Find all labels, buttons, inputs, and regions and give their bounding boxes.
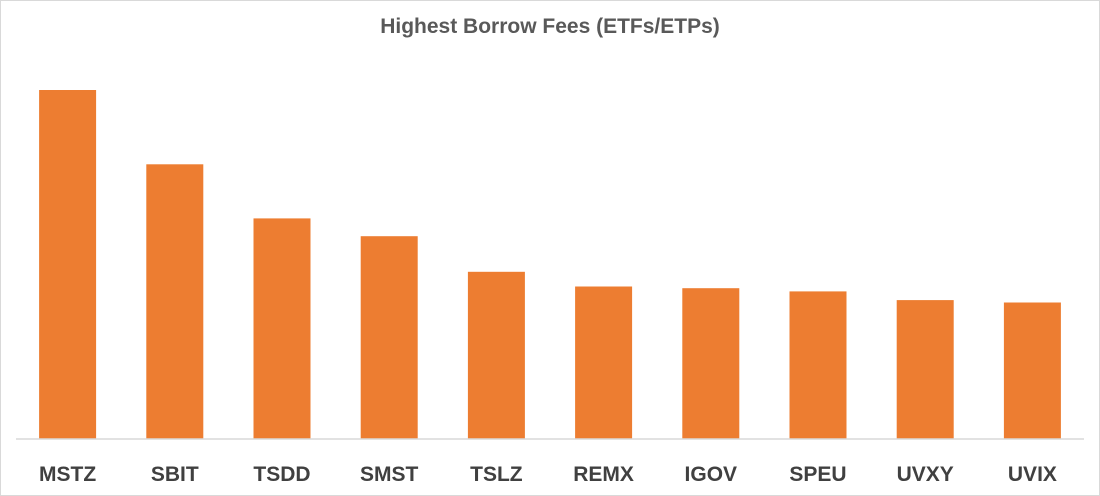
bar-uvix	[1003, 302, 1061, 439]
tick-label-uvix: UVIX	[1008, 463, 1057, 486]
bars-group	[39, 90, 1061, 440]
tick-label-tsdd: TSDD	[253, 463, 310, 486]
tick-label-sbit: SBIT	[151, 463, 199, 486]
tick-label-smst: SMST	[360, 463, 419, 486]
tick-labels-group: MSTZ SBIT TSDD SMST TSLZ REMX IGOV SPEU UVXY UVIX	[39, 463, 1057, 486]
bar-sbit	[146, 164, 204, 440]
tick-label-igov: IGOV	[685, 463, 738, 486]
tick-label-tslz: TSLZ	[470, 463, 523, 486]
tick-label-uvxy: UVXY	[897, 463, 954, 486]
bar-igov	[682, 288, 740, 439]
bar-mstz	[39, 90, 97, 439]
tick-label-mstz: MSTZ	[39, 463, 96, 486]
bar-tslz	[467, 271, 525, 439]
bar-uvxy	[896, 300, 954, 439]
tick-label-speu: SPEU	[789, 463, 846, 486]
bar-remx	[575, 286, 633, 439]
bar-smst	[360, 236, 418, 439]
tick-label-remx: REMX	[573, 463, 634, 486]
bar-tsdd	[253, 218, 311, 439]
chart-title: Highest Borrow Fees (ETFs/ETPs)	[380, 15, 720, 38]
bar-speu	[789, 291, 847, 439]
